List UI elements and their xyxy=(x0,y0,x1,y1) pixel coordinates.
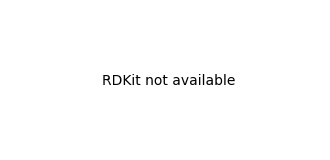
Text: RDKit not available: RDKit not available xyxy=(102,74,236,88)
